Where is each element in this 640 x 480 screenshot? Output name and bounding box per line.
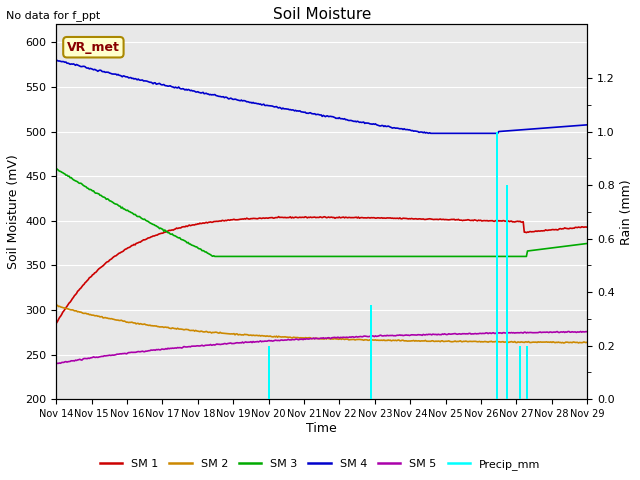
- Title: Soil Moisture: Soil Moisture: [273, 7, 371, 22]
- Line: SM 4: SM 4: [56, 60, 587, 133]
- Y-axis label: Rain (mm): Rain (mm): [620, 179, 633, 245]
- Bar: [496, 132, 498, 399]
- SM 5: [572, 329, 579, 335]
- Bar: [506, 185, 509, 399]
- SM 5: [340, 335, 348, 340]
- SM 1: [488, 218, 496, 224]
- SM 2: [572, 339, 579, 345]
- SM 3: [211, 253, 219, 259]
- SM 4: [305, 110, 312, 116]
- SM 2: [308, 336, 316, 342]
- Bar: [370, 305, 372, 399]
- SM 4: [572, 123, 579, 129]
- SM 2: [369, 337, 376, 343]
- SM 1: [369, 215, 377, 221]
- Bar: [526, 346, 528, 399]
- Text: No data for f_ppt: No data for f_ppt: [6, 10, 100, 21]
- SM 4: [52, 57, 60, 63]
- SM 2: [340, 336, 348, 342]
- SM 4: [583, 122, 591, 128]
- SM 2: [583, 339, 591, 345]
- SM 1: [306, 215, 314, 220]
- SM 3: [369, 253, 377, 259]
- Line: SM 2: SM 2: [56, 305, 587, 343]
- SM 1: [275, 214, 282, 219]
- SM 4: [308, 111, 316, 117]
- Line: SM 3: SM 3: [56, 168, 587, 256]
- SM 3: [488, 253, 496, 259]
- SM 3: [340, 253, 348, 259]
- SM 4: [488, 131, 496, 136]
- Y-axis label: Soil Moisture (mV): Soil Moisture (mV): [7, 155, 20, 269]
- Line: SM 1: SM 1: [56, 216, 587, 323]
- SM 2: [305, 335, 312, 341]
- SM 3: [306, 253, 314, 259]
- SM 5: [52, 361, 60, 367]
- X-axis label: Time: Time: [307, 421, 337, 435]
- SM 4: [340, 116, 348, 122]
- SM 5: [488, 331, 495, 336]
- SM 5: [308, 336, 316, 342]
- Bar: [519, 346, 521, 399]
- Legend: SM 1, SM 2, SM 3, SM 4, SM 5, Precip_mm: SM 1, SM 2, SM 3, SM 4, SM 5, Precip_mm: [95, 455, 545, 474]
- SM 3: [583, 240, 591, 246]
- SM 3: [572, 242, 579, 248]
- SM 1: [572, 225, 579, 230]
- SM 3: [52, 166, 60, 171]
- SM 1: [309, 215, 317, 220]
- SM 2: [560, 340, 568, 346]
- Text: VR_met: VR_met: [67, 41, 120, 54]
- SM 2: [488, 338, 495, 344]
- SM 1: [340, 215, 348, 221]
- SM 5: [565, 329, 573, 335]
- SM 4: [425, 131, 433, 136]
- SM 5: [369, 333, 376, 339]
- SM 2: [52, 302, 60, 308]
- SM 3: [309, 253, 317, 259]
- Bar: [268, 346, 269, 399]
- Line: SM 5: SM 5: [56, 332, 587, 364]
- SM 4: [369, 121, 376, 127]
- SM 1: [52, 320, 60, 326]
- SM 5: [583, 329, 591, 335]
- SM 5: [305, 336, 312, 342]
- SM 1: [583, 224, 591, 230]
